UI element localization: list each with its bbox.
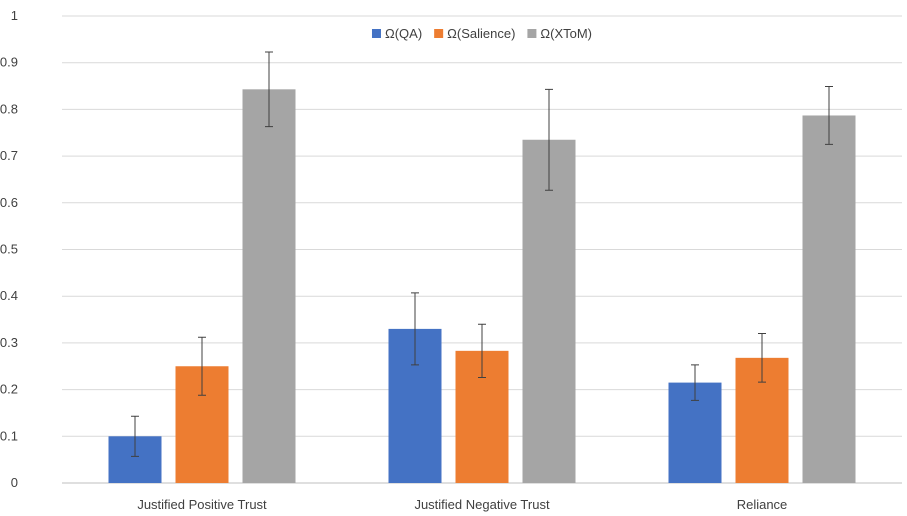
error-bar-2-3 (758, 333, 766, 383)
y-tick-label: 0.2 (0, 382, 18, 397)
legend-item: Ω(XToM) (527, 26, 592, 41)
legend-swatch (371, 29, 381, 38)
legend-swatch (527, 29, 537, 38)
y-tick-label: 0 (11, 475, 18, 490)
legend-label: Ω(XToM) (540, 26, 592, 41)
y-axis-tick-labels: 0 0.1 0.2 0.3 0.4 0.5 0.6 0.7 0.8 0.9 1 (0, 8, 18, 490)
y-tick-label: 0.7 (0, 148, 18, 163)
x-axis-category-labels: Justified Positive Trust Justified Negati… (137, 497, 787, 512)
legend-item: Ω(QA) (371, 26, 422, 41)
y-tick-label: 0.1 (0, 428, 18, 443)
y-tick-label: 0.5 (0, 242, 18, 257)
y-tick-label: 0.4 (0, 288, 18, 303)
error-bar-1-2 (411, 292, 419, 366)
error-bar-2-1 (198, 336, 206, 396)
legend-swatch (434, 29, 444, 38)
bar-3-2 (522, 139, 576, 483)
error-bar-2-2 (478, 323, 486, 378)
error-bars (131, 51, 833, 457)
bar-3-3 (802, 115, 856, 483)
error-bar-3-3 (825, 86, 833, 145)
bars (108, 89, 856, 483)
y-tick-label: 0.6 (0, 195, 18, 210)
y-tick-label: 0.3 (0, 335, 18, 350)
category-label: Justified Negative Trust (414, 497, 550, 512)
bar-3-1 (242, 89, 296, 483)
y-tick-label: 0.8 (0, 101, 18, 116)
legend-label: Ω(QA) (385, 26, 422, 41)
error-bar-1-3 (691, 364, 699, 401)
legend-item: Ω(Salience) (434, 26, 515, 41)
y-tick-label: 0.9 (0, 55, 18, 70)
category-label: Reliance (737, 497, 788, 512)
y-tick-label: 1 (11, 8, 18, 23)
error-bar-3-1 (265, 51, 273, 128)
error-bar-3-2 (545, 88, 553, 191)
category-label: Justified Positive Trust (137, 497, 267, 512)
legend: Ω(QA) Ω(Salience) Ω(XToM) (371, 26, 592, 41)
error-bar-1-1 (131, 415, 139, 457)
legend-label: Ω(Salience) (447, 26, 515, 41)
